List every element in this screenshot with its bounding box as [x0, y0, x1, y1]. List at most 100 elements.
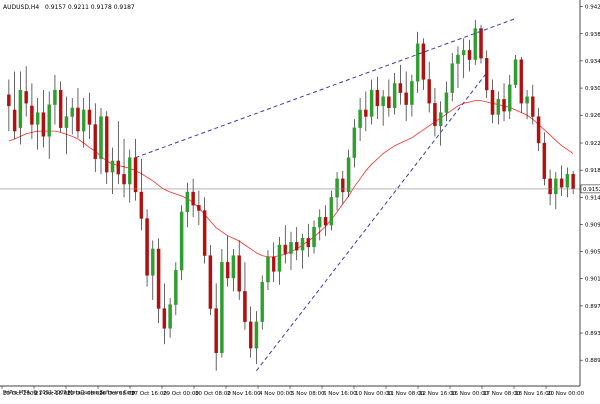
bear-candle — [341, 178, 345, 193]
bear-candle — [467, 50, 472, 60]
bear-candle — [116, 160, 121, 175]
bull-candle — [381, 96, 385, 107]
bull-candle — [318, 217, 322, 228]
bull-candle — [444, 92, 449, 113]
bull-candle — [438, 112, 443, 126]
bull-candle — [99, 116, 103, 160]
bear-candle — [271, 256, 276, 272]
time-tick-label: 6 Nov 16:00 — [323, 391, 357, 397]
price-tick-label: 0.90580 — [585, 250, 600, 256]
bear-candle — [145, 218, 149, 276]
bull-candle — [358, 109, 362, 128]
current-price-tag — [580, 184, 600, 194]
time-tick-label: 22 Oct 08:00 — [67, 391, 103, 397]
price-tick-label: 0.89350 — [585, 331, 600, 337]
ohlc-readout: 0.9157 0.9211 0.9178 0.9187 — [45, 4, 135, 11]
bear-candle — [202, 210, 207, 256]
time-tick-label: 12 Nov 16:00 — [419, 391, 457, 397]
bull-candle — [450, 63, 454, 93]
time-tick-label: 21 Oct 16:00 — [35, 391, 71, 397]
candles — [7, 19, 575, 371]
time-tick-label: 16 Nov 00:00 — [451, 391, 489, 397]
bear-candle — [502, 99, 506, 112]
bear-candle — [433, 103, 437, 126]
bear-candle — [248, 321, 253, 349]
bear-candle — [30, 105, 34, 125]
bear-candle — [571, 173, 575, 189]
time-tick-label: 20 Nov 00:00 — [547, 391, 585, 397]
price-tick-label: 0.92640 — [585, 113, 600, 119]
bear-candle — [519, 59, 524, 104]
price-tick-label: 0.93050 — [585, 86, 600, 92]
time-tick-label: 5 Nov 08:00 — [291, 391, 325, 397]
bull-candle — [179, 211, 184, 271]
bull-candle — [70, 107, 74, 117]
bull-candle — [513, 59, 518, 85]
bear-candle — [12, 109, 17, 132]
bear-candle — [133, 157, 138, 193]
time-tick-label: 26 Oct 08:00 — [99, 391, 135, 397]
bear-candle — [41, 112, 46, 137]
price-tick-label: 0.88940 — [585, 358, 600, 364]
bear-candle — [427, 79, 431, 104]
bear-candle — [295, 242, 299, 251]
bear-candle — [306, 238, 311, 248]
current-price-label: 0.91527 — [583, 187, 600, 193]
bear-candle — [58, 89, 63, 128]
bull-candle — [289, 242, 293, 254]
bull-candle — [508, 84, 512, 112]
bear-candle — [375, 89, 380, 107]
bull-candle — [410, 81, 414, 105]
bull-candle — [473, 28, 477, 60]
symbol-label: AUDUSD,H4 — [3, 4, 39, 11]
time-tick-label: 29 Oct 00:00 — [163, 391, 199, 397]
bull-candle — [496, 99, 501, 115]
bear-candle — [24, 91, 28, 104]
bull-candle — [415, 43, 420, 82]
bull-candle — [456, 54, 460, 64]
bull-candle — [151, 248, 155, 276]
bull-candle — [369, 89, 374, 117]
price-tick-label: 0.94285 — [585, 4, 600, 10]
bull-candle — [220, 262, 224, 354]
bull-candle — [81, 109, 86, 132]
bull-candle — [554, 178, 558, 195]
bull-candle — [329, 197, 334, 226]
bear-candle — [237, 255, 241, 292]
bull-candle — [346, 157, 351, 193]
bull-candle — [525, 96, 529, 104]
bear-candle — [139, 191, 144, 219]
time-tick-label: 30 Oct 08:00 — [195, 391, 231, 397]
bear-candle — [225, 262, 230, 279]
bull-candle — [254, 321, 259, 349]
bear-candle — [191, 191, 195, 206]
price-tick-label: 0.91810 — [585, 168, 600, 174]
bear-candle — [398, 83, 403, 93]
price-tick-label: 0.92220 — [585, 141, 600, 147]
bull-candle — [53, 89, 57, 105]
bull-candle — [277, 244, 282, 272]
copyright-text: PriPro MT4, © 2001-2009 MetaQuotes Softw… — [3, 389, 137, 396]
time-tick-label: 4 Nov 00:00 — [259, 391, 293, 397]
bear-candle — [7, 94, 11, 107]
trendline — [135, 18, 516, 159]
bear-candle — [197, 205, 201, 211]
bear-candle — [87, 109, 92, 125]
bear-candle — [531, 96, 535, 117]
bear-candle — [548, 178, 552, 195]
bear-candle — [105, 116, 109, 173]
bull-candle — [300, 238, 305, 251]
bull-candle — [312, 226, 316, 248]
price-tick-label: 0.93870 — [585, 32, 600, 38]
bull-candle — [35, 112, 40, 125]
bull-candle — [392, 83, 397, 109]
bear-candle — [559, 178, 564, 188]
bear-candle — [490, 89, 495, 115]
bear-candle — [364, 109, 368, 117]
time-tick-label: 20 Oct 2009 — [3, 391, 38, 397]
bull-candle — [47, 104, 51, 137]
bear-candle — [421, 43, 426, 80]
bear-candle — [479, 28, 483, 59]
